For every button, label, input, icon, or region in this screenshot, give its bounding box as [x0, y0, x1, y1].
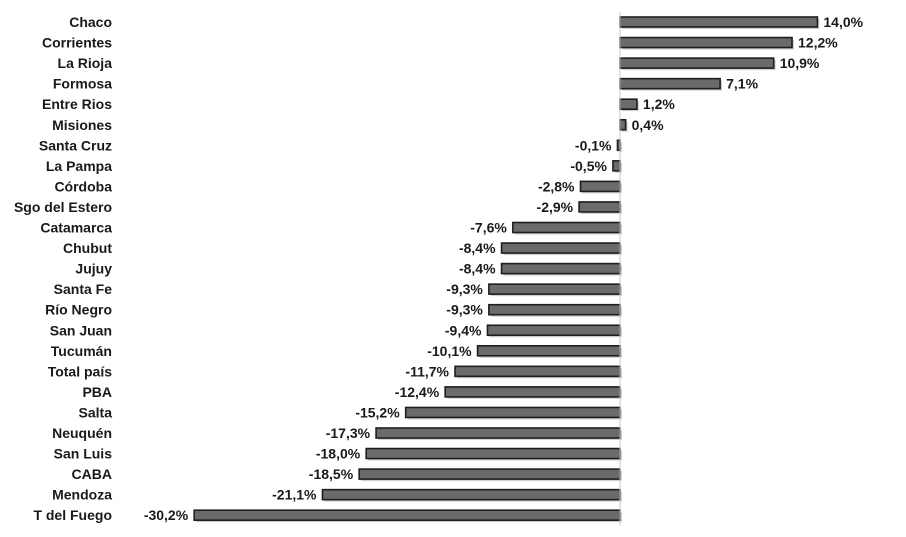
bar-misiones [619, 118, 627, 131]
category-label-la-rioja: La Rioja [58, 55, 113, 71]
category-label-formosa: Formosa [53, 76, 112, 92]
category-label-total-pais: Total país [48, 363, 113, 379]
category-label-chaco: Chaco [69, 14, 112, 30]
bar-catamarca [512, 221, 621, 234]
bar-entre-rios [619, 98, 638, 110]
value-label-corrientes: 12,2% [798, 35, 838, 51]
value-label-chaco: 14,0% [823, 14, 863, 30]
bar-mendoza [321, 488, 621, 501]
category-label-catamarca: Catamarca [40, 220, 112, 236]
value-label-mendoza: -21,1% [272, 487, 317, 503]
bar-t-del-fuego [193, 509, 621, 522]
category-label-neuquen: Neuquén [52, 425, 112, 441]
value-label-total-pais: -11,7% [405, 363, 449, 379]
bar-santa-fe [488, 283, 621, 295]
value-label-cordoba: -2,8% [538, 178, 575, 194]
value-label-entre-rios: 1,2% [643, 96, 675, 112]
bar-la-pampa [612, 160, 621, 172]
bar-san-juan [486, 324, 621, 337]
category-label-rio-negro: Río Negro [45, 302, 112, 318]
value-label-neuquen: -17,3% [326, 425, 371, 441]
category-label-corrientes: Corrientes [42, 35, 112, 51]
category-label-pba: PBA [82, 384, 112, 400]
bar-formosa [619, 77, 721, 90]
category-label-san-juan: San Juan [50, 322, 112, 338]
category-label-santa-cruz: Santa Cruz [39, 137, 112, 153]
category-label-cordoba: Córdoba [54, 178, 112, 194]
bar-cordoba [579, 180, 621, 193]
category-label-salta: Salta [79, 404, 113, 420]
category-label-chubut: Chubut [63, 240, 112, 256]
bar-corrientes [619, 36, 793, 49]
value-label-la-pampa: -0,5% [570, 158, 607, 174]
value-label-salta: -15,2% [355, 404, 400, 420]
bar-caba [358, 468, 621, 480]
category-label-caba: CABA [72, 466, 112, 482]
category-label-mendoza: Mendoza [52, 487, 112, 503]
category-label-t-del-fuego: T del Fuego [33, 507, 112, 523]
value-label-t-del-fuego: -30,2% [144, 507, 189, 523]
value-label-catamarca: -7,6% [470, 220, 507, 236]
value-label-jujuy: -8,4% [459, 261, 496, 277]
value-label-formosa: 7,1% [726, 76, 758, 92]
value-label-sgo-del-estero: -2,9% [537, 199, 574, 215]
bar-pba [444, 386, 621, 398]
value-label-misiones: 0,4% [632, 117, 664, 133]
bars-layer [193, 16, 820, 523]
bar-chaco [619, 16, 819, 28]
value-label-pba: -12,4% [395, 384, 440, 400]
category-label-la-pampa: La Pampa [46, 158, 112, 174]
labels-layer: Chaco 14,0% Corrientes 12,2% La Rioja 10,9% Fo… [14, 14, 864, 523]
category-label-entre-rios: Entre Rios [42, 96, 112, 112]
value-label-san-juan: -9,4% [445, 322, 482, 338]
value-label-santa-fe: -9,3% [446, 281, 483, 297]
category-label-santa-fe: Santa Fe [54, 281, 113, 297]
bar-rio-negro [488, 303, 621, 316]
bar-tucuman [476, 344, 621, 357]
bar-salta [404, 406, 621, 419]
bar-san-luis [365, 447, 621, 460]
bar-la-rioja [619, 57, 775, 69]
value-label-san-luis: -18,0% [316, 446, 361, 462]
category-label-misiones: Misiones [52, 117, 112, 133]
value-label-la-rioja: 10,9% [780, 55, 820, 71]
category-label-sgo-del-estero: Sgo del Estero [14, 199, 112, 215]
value-label-rio-negro: -9,3% [446, 302, 483, 318]
category-label-jujuy: Jujuy [75, 261, 112, 277]
bar-neuquen [375, 427, 621, 439]
bar-total-pais [454, 365, 621, 378]
bar-chubut [500, 242, 621, 254]
bar-sgo-del-estero [578, 201, 621, 213]
value-label-tucuman: -10,1% [427, 343, 472, 359]
category-label-tucuman: Tucumán [51, 343, 112, 359]
value-label-santa-cruz: -0,1% [575, 137, 612, 153]
category-label-san-luis: San Luis [54, 446, 113, 462]
value-label-chubut: -8,4% [459, 240, 496, 256]
bar-jujuy [500, 262, 621, 275]
value-label-caba: -18,5% [309, 466, 354, 482]
